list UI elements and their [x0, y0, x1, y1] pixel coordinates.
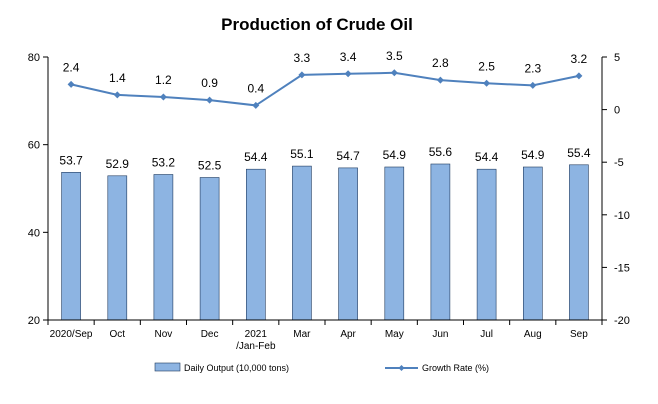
bar	[430, 163, 451, 321]
legend: Daily Output (10,000 tons) Growth Rate (%…	[154, 362, 489, 373]
right-tick-label: -5	[614, 157, 624, 169]
right-tick-label: 0	[614, 105, 620, 117]
bar	[522, 166, 543, 321]
x-tick-label: May	[385, 329, 404, 340]
left-tick-label: 60	[28, 140, 40, 152]
bar-value-label: 55.6	[429, 145, 453, 159]
x-tick-label-line: Jul	[480, 329, 493, 340]
x-tick-label-line: Nov	[155, 329, 173, 340]
x-tick-label-line: Apr	[340, 329, 356, 340]
x-tick-label: Apr	[340, 329, 356, 340]
x-tick-label-line: Mar	[293, 329, 311, 340]
growth-rate-label: 2.3	[524, 61, 541, 75]
x-tick-label-line: Jun	[432, 329, 448, 340]
x-tick-label: Nov	[155, 329, 173, 340]
left-tick-label: 20	[28, 315, 40, 327]
right-tick-label: 5	[614, 52, 620, 64]
x-tick-label-line: Oct	[110, 329, 126, 340]
growth-rate-point	[159, 93, 167, 101]
labels-layer: 53.7 52.9 53.2 52.5 54.4 55.1 54.7 54.9 55.6 54.4…	[59, 49, 590, 173]
line-layer	[67, 69, 583, 109]
right-tick-label: -20	[614, 315, 630, 327]
growth-rate-label: 2.4	[63, 60, 80, 74]
growth-rate-point	[252, 101, 260, 109]
bar-value-label: 55.1	[290, 147, 314, 161]
bar-value-label: 54.4	[244, 150, 268, 164]
x-tick-label-line: 2021	[245, 329, 268, 340]
bar-value-label: 54.7	[336, 149, 360, 163]
right-tick-label: -10	[614, 210, 630, 222]
growth-rate-label: 0.9	[201, 76, 218, 90]
growth-rate-point	[529, 81, 537, 89]
bar-value-label: 54.4	[475, 150, 499, 164]
x-tick-label: Sep	[570, 329, 588, 340]
x-tick-label: 2021/Jan-Feb	[236, 329, 276, 352]
x-tick-label: Oct	[110, 329, 126, 340]
bar	[384, 166, 405, 321]
x-tick-label-line: 2020/Sep	[50, 329, 93, 340]
legend-line-label: Growth Rate (%)	[422, 363, 489, 373]
growth-rate-label: 3.3	[294, 51, 311, 65]
growth-rate-label: 2.5	[478, 59, 495, 73]
bar	[569, 164, 589, 321]
x-tick-label-line: Dec	[201, 329, 219, 340]
growth-rate-point	[67, 80, 75, 88]
growth-rate-label: 1.2	[155, 73, 172, 87]
x-tick-label: Dec	[201, 329, 219, 340]
legend-bar-swatch	[154, 362, 181, 372]
bar-value-label: 52.5	[198, 159, 222, 173]
bar-value-label: 54.9	[383, 148, 407, 162]
bar	[153, 174, 174, 321]
bar	[107, 175, 128, 321]
x-tick-label: Aug	[524, 329, 542, 340]
bars-layer	[61, 163, 589, 321]
x-tick-label: Jun	[432, 329, 448, 340]
x-tick-label: 2020/Sep	[50, 329, 93, 340]
x-tick-label-line: /Jan-Feb	[236, 341, 276, 352]
growth-rate-line	[70, 71, 580, 107]
growth-rate-point	[483, 79, 491, 87]
axes-layer: 20 40 60 80 -20 -15 -10 -5 0 5 2020/Sep Oct Nov Dec 20…	[28, 52, 630, 352]
x-tick-label-line: Aug	[524, 329, 542, 340]
growth-rate-label: 3.2	[571, 52, 588, 66]
growth-rate-point	[113, 91, 121, 99]
bar	[61, 172, 81, 321]
x-tick-label-line: Sep	[570, 329, 588, 340]
growth-rate-point	[298, 71, 306, 79]
right-tick-label: -15	[614, 262, 630, 274]
bar-value-label: 53.7	[59, 153, 83, 167]
growth-rate-label: 1.4	[109, 71, 126, 85]
bar	[246, 168, 266, 321]
x-tick-label: Jul	[480, 329, 493, 340]
growth-rate-point	[206, 96, 214, 104]
chart-title: Production of Crude Oil	[221, 15, 413, 34]
bar	[338, 167, 358, 321]
bar	[292, 165, 312, 321]
legend-line-marker	[398, 365, 405, 371]
bar-value-label: 55.4	[567, 146, 591, 160]
bar-value-label: 52.9	[106, 157, 130, 171]
growth-rate-label: 3.5	[386, 49, 403, 63]
x-tick-label-line: May	[385, 329, 404, 340]
growth-rate-point	[436, 76, 444, 84]
bar	[476, 168, 497, 321]
left-tick-label: 80	[28, 52, 40, 64]
bar	[199, 177, 220, 321]
bar-value-label: 53.2	[152, 156, 176, 170]
growth-rate-label: 0.4	[247, 81, 264, 95]
growth-rate-label: 2.8	[432, 56, 449, 70]
x-tick-label: Mar	[293, 329, 311, 340]
growth-rate-label: 3.4	[340, 50, 357, 64]
left-tick-label: 40	[28, 227, 40, 239]
bar-value-label: 54.9	[521, 148, 545, 162]
legend-bar-label: Daily Output (10,000 tons)	[184, 363, 289, 373]
growth-rate-point	[575, 72, 583, 80]
growth-rate-point	[390, 69, 398, 77]
growth-rate-point	[344, 70, 352, 78]
